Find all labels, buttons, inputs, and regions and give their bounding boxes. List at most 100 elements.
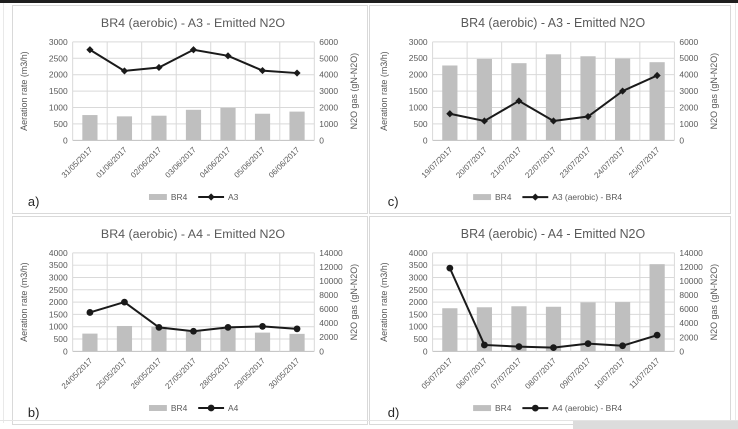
chart-panel-d: BR4 (aerobic) - A4 - Emitted N2O 0 500 1000… (369, 216, 731, 425)
diamond-marker (189, 46, 198, 54)
x-tick-label: 04/06/2017 (198, 145, 233, 180)
legend-bar-label: BR4 (171, 403, 188, 413)
bar (545, 54, 562, 141)
y-tick-label-left: 500 (54, 119, 68, 129)
y-tick-label-left: 3000 (49, 37, 68, 47)
x-tick-label: 31/05/2017 (60, 145, 95, 180)
circle-marker (86, 309, 94, 316)
legend-bar-label: BR4 (495, 192, 512, 202)
legend-bar-label: BR4 (171, 192, 188, 202)
y-tick-label-left: 2000 (49, 70, 68, 80)
y-tick-label-left: 0 (423, 135, 428, 145)
diamond-marker (258, 67, 267, 75)
y-tick-label-right: 2000 (319, 332, 338, 342)
y-tick-label-right: 1000 (679, 119, 698, 129)
x-tick-label: 20/07/2017 (454, 145, 489, 180)
y-tick-label-left: 500 (414, 119, 428, 129)
circle-marker (515, 343, 523, 351)
y-tick-label-right: 2000 (679, 332, 698, 342)
y-tick-label-left: 2000 (409, 297, 428, 307)
legend-line-label: A3 (aerobic) - BR4 (552, 192, 622, 202)
bar (649, 264, 665, 352)
y-tick-label-right: 10000 (679, 276, 703, 286)
x-tick-label: 05/07/2017 (420, 356, 455, 391)
bar (82, 333, 98, 352)
bar (580, 56, 596, 141)
y-tick-label-left: 1000 (49, 322, 68, 332)
x-tick-label: 06/07/2017 (454, 356, 489, 391)
legend-line-label: A4 (228, 403, 239, 413)
diamond-marker (653, 71, 661, 80)
bar (442, 308, 458, 352)
x-tick-label: 21/07/2017 (489, 145, 524, 180)
legend-diamond-marker (531, 193, 539, 201)
legend-bar-swatch (473, 194, 492, 201)
bar (220, 107, 236, 141)
y-tick-label-left: 3500 (49, 260, 68, 270)
chart-title: BR4 (aerobic) - A3 - Emitted N2O (461, 16, 646, 30)
x-tick-label: 24/05/2017 (60, 356, 95, 391)
y-tick-label-left: 1500 (49, 86, 68, 96)
circle-marker (190, 327, 197, 335)
diamond-marker (618, 87, 627, 95)
legend-bar-swatch (473, 405, 492, 412)
y-axis-left-label: Aeration rate (m3/h) (379, 262, 389, 342)
y-tick-label-left: 2500 (409, 53, 428, 63)
chart-svg-c: BR4 (aerobic) - A3 - Emitted N2O 0 500 1000… (379, 16, 719, 209)
bar (289, 333, 305, 352)
x-tick-label: 10/07/2017 (592, 356, 627, 391)
chart-title: BR4 (aerobic) - A3 - Emitted N2O (101, 16, 285, 30)
y-tick-label-right: 3000 (679, 86, 698, 96)
y-tick-label-right: 2000 (679, 102, 698, 112)
y-tick-label-right: 0 (319, 135, 324, 145)
y-tick-label-right: 14000 (679, 248, 703, 258)
bar (289, 111, 305, 141)
y-axis-right-label: N2O gas (gN-N2O) (349, 53, 359, 130)
circle-marker (121, 298, 128, 306)
corner-label: b) (28, 405, 39, 420)
y-tick-label-right: 4000 (679, 70, 698, 80)
y-axis-right-label: N2O gas (gN-N2O) (709, 53, 719, 130)
x-tick-label: 08/07/2017 (523, 356, 558, 391)
y-tick-label-right: 8000 (319, 290, 338, 300)
bar (614, 58, 631, 141)
x-tick-label: 06/06/2017 (267, 145, 302, 180)
bottom-right-strip (573, 421, 738, 429)
chart-svg-a: BR4 (aerobic) - A3 - Emitted N2O 0 500 1000… (19, 16, 359, 209)
circle-marker (259, 322, 266, 330)
bar (580, 302, 596, 352)
y-tick-label-right: 3000 (319, 86, 338, 96)
diamond-marker (224, 52, 232, 60)
bar (116, 325, 133, 352)
y-tick-label-left: 1500 (409, 309, 428, 319)
legend-line-label: A3 (228, 192, 239, 202)
x-tick-label: 26/05/2017 (129, 356, 164, 391)
y-tick-label-right: 6000 (679, 304, 698, 314)
y-tick-label-left: 0 (423, 346, 428, 356)
legend-bar-label: BR4 (495, 403, 512, 413)
y-tick-label-right: 0 (679, 346, 684, 356)
bar (220, 328, 236, 352)
y-tick-label-left: 2500 (409, 285, 428, 295)
bar (442, 65, 458, 141)
bar (254, 332, 271, 352)
corner-label: a) (28, 194, 39, 209)
circle-marker (584, 340, 592, 347)
y-tick-label-right: 4000 (679, 318, 698, 328)
y-tick-label-right: 4000 (319, 70, 338, 80)
y-tick-label-right: 6000 (319, 304, 338, 314)
chart-panel-b: BR4 (aerobic) - A4 - Emitted N2O 0 500 1000… (12, 216, 368, 425)
y-tick-label-left: 500 (414, 334, 428, 344)
y-tick-label-left: 3000 (49, 272, 68, 282)
y-tick-label-right: 1000 (319, 119, 338, 129)
y-tick-label-right: 12000 (679, 262, 703, 272)
chart-svg-d: BR4 (aerobic) - A4 - Emitted N2O 0 500 1000… (379, 227, 719, 420)
y-tick-label-left: 4000 (49, 248, 68, 258)
diamond-marker (120, 67, 129, 75)
circle-marker (446, 264, 454, 272)
x-tick-label: 25/07/2017 (627, 145, 662, 180)
corner-label: d) (388, 405, 400, 420)
y-tick-label-right: 14000 (319, 248, 343, 258)
y-tick-label-right: 8000 (679, 290, 698, 300)
y-axis-left-label: Aeration rate (m3/h) (19, 262, 29, 342)
